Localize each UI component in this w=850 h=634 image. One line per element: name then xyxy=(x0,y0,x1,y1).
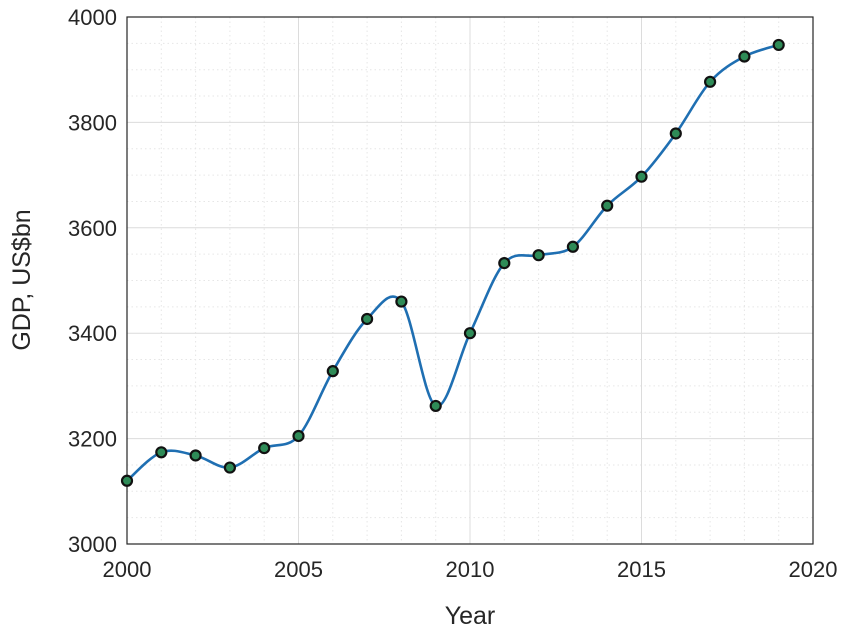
x-axis-title: Year xyxy=(445,602,496,630)
y-axis-title: GDP, US$bn xyxy=(8,209,36,350)
x-tick-label: 2005 xyxy=(274,557,323,582)
data-point-2003 xyxy=(223,461,236,474)
y-tick-label: 3600 xyxy=(68,216,117,241)
y-tick-label: 3400 xyxy=(68,321,117,346)
data-point-2002 xyxy=(189,449,202,462)
x-tick-label: 2010 xyxy=(446,557,495,582)
data-point-2015 xyxy=(635,170,648,183)
data-point-2009 xyxy=(429,399,442,413)
x-tick-label: 2020 xyxy=(789,557,838,582)
y-tick-label: 4000 xyxy=(68,5,117,30)
data-point-2006 xyxy=(326,365,339,378)
data-markers xyxy=(120,38,785,487)
data-point-2016 xyxy=(669,127,682,140)
data-point-2001 xyxy=(155,446,168,459)
data-point-2011 xyxy=(498,257,511,270)
y-tick-label: 3000 xyxy=(68,532,117,557)
data-point-2013 xyxy=(566,240,580,253)
y-tick-labels: 3000 3200 3400 3600 3800 4000 xyxy=(68,5,117,557)
gdp-series-line xyxy=(126,43,780,482)
x-tick-label: 2000 xyxy=(103,557,152,582)
data-point-2012 xyxy=(532,249,545,262)
data-point-2019 xyxy=(772,38,785,52)
x-tick-labels: 2000 2005 2010 2015 2020 xyxy=(103,557,838,582)
data-point-2014 xyxy=(601,199,614,212)
plot-frame xyxy=(126,16,814,545)
data-point-2008 xyxy=(395,295,408,308)
data-point-2004 xyxy=(258,441,271,455)
y-tick-label: 3200 xyxy=(68,427,117,452)
y-tick-label: 3800 xyxy=(68,110,117,135)
data-point-2017 xyxy=(703,75,717,88)
data-point-2005 xyxy=(292,429,305,443)
data-point-2000 xyxy=(120,474,134,487)
x-tick-label: 2015 xyxy=(617,557,666,582)
data-point-2018 xyxy=(738,50,751,63)
data-point-2010 xyxy=(463,327,477,340)
data-point-2007 xyxy=(361,312,374,326)
